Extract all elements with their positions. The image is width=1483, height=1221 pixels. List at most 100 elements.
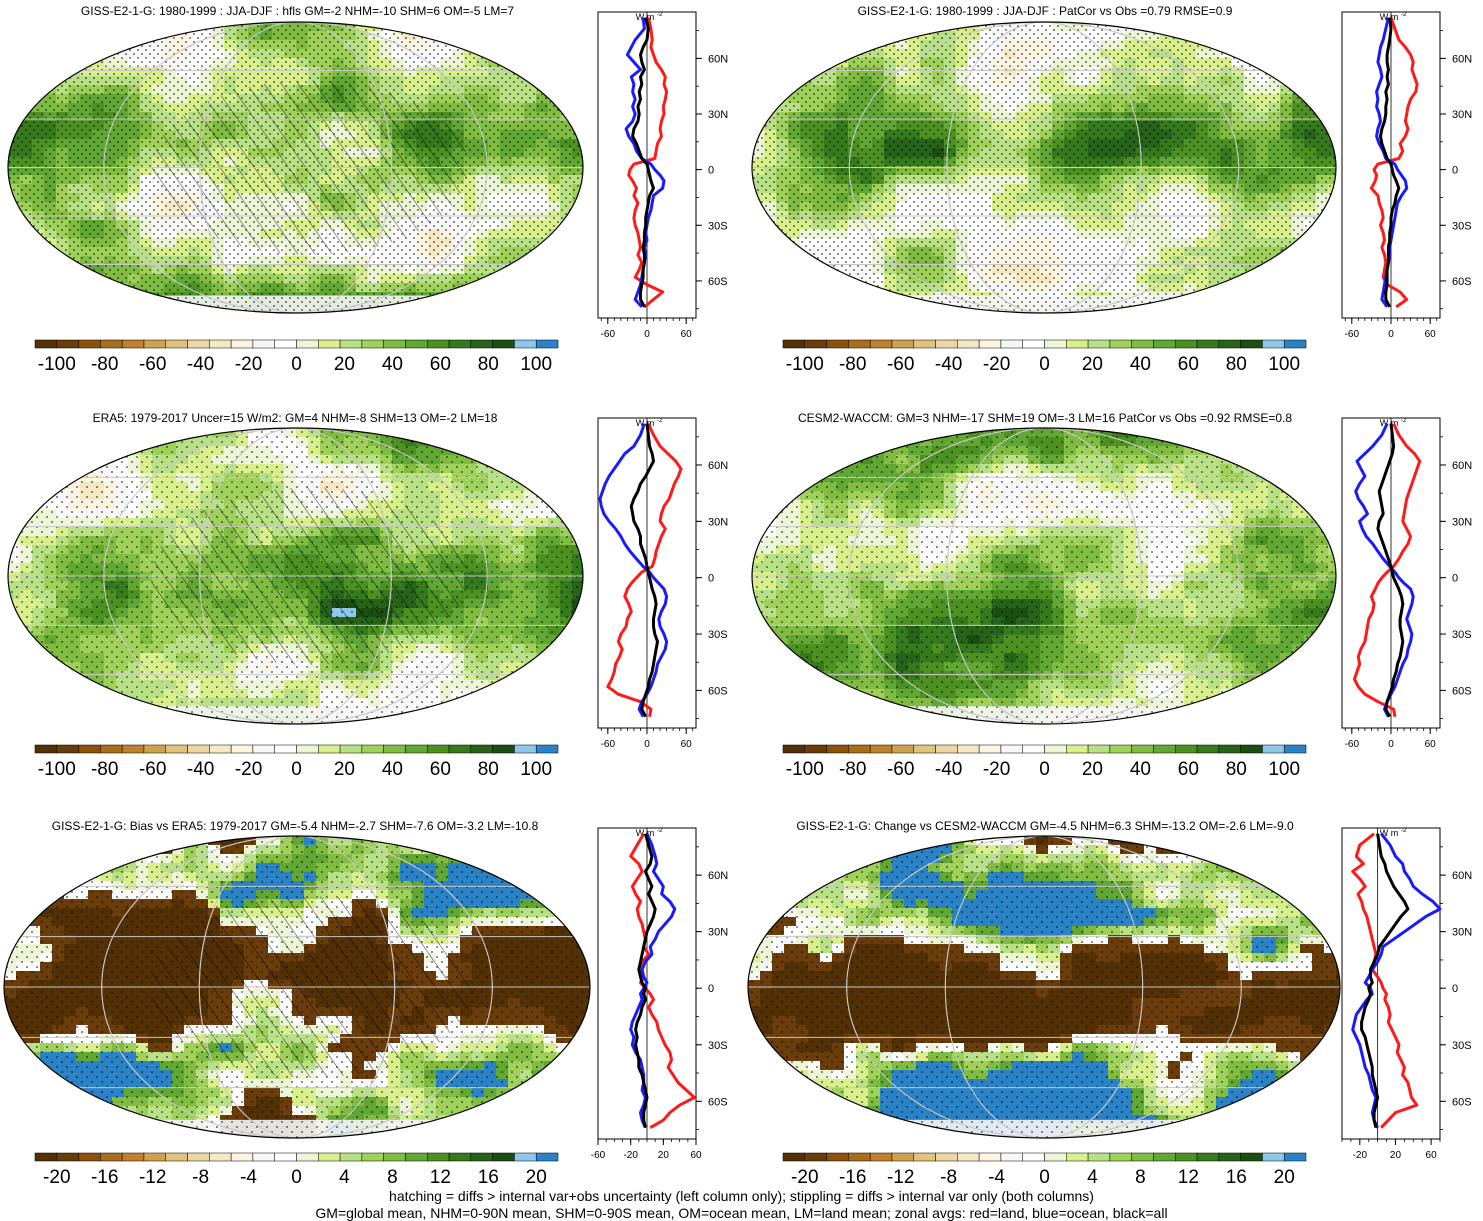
x-tick-label: 20 xyxy=(658,1150,670,1161)
colorbar-swatch xyxy=(34,339,58,349)
colorbar-tick-label: -80 xyxy=(91,354,118,375)
zonal-unit-label: W m xyxy=(636,418,655,428)
lat-tick-label: 60S xyxy=(708,685,728,697)
lat-tick-label: 0 xyxy=(708,165,714,177)
panel-title-4: CESM2-WACCM: GM=3 NHM=-17 SHM=19 OM=-3 L… xyxy=(797,411,1293,425)
colorbar-swatch xyxy=(78,339,101,349)
colorbar-tick-label: -8 xyxy=(940,1167,957,1188)
colorbar-swatch xyxy=(1131,744,1154,754)
colorbar-tick-label: -80 xyxy=(91,759,118,780)
colorbar-swatch xyxy=(535,1152,559,1162)
zonal-series-ocean xyxy=(598,423,669,718)
zonal-panel-2: W m -2 60N 30N 0 30S 60S -60 0 60 xyxy=(1341,11,1472,340)
lat-tick-label: 0 xyxy=(1452,165,1458,177)
lat-tick-label: 0 xyxy=(1452,573,1458,585)
zonal-series-land xyxy=(627,17,669,309)
colorbar-tick-label: -20 xyxy=(983,759,1010,780)
colorbar-swatch xyxy=(848,744,871,754)
panel-2: -100 -80 -60 -40 -20 0 20 40 60 80 100 W m -2 60N 30N 0… xyxy=(751,11,1472,375)
colorbar-tick-label: 8 xyxy=(1135,1167,1146,1188)
colorbar-tick-label: 60 xyxy=(430,354,451,375)
map-1 xyxy=(8,22,583,313)
zonal-series-land xyxy=(1369,17,1419,309)
colorbar-tick-label: 20 xyxy=(1082,354,1103,375)
colorbar-swatch xyxy=(1196,1152,1220,1162)
colorbar-tick-label: 0 xyxy=(1039,354,1050,375)
zonal-unit-label: W m xyxy=(1380,418,1399,428)
lat-tick-label: 0 xyxy=(1452,983,1458,995)
colorbar-swatch xyxy=(1218,339,1241,349)
colorbar-swatch xyxy=(848,1152,871,1162)
panel-3: -100 -80 -60 -40 -20 0 20 40 60 80 100 W m -2 60N 30N 0… xyxy=(7,417,728,780)
colorbar-swatch xyxy=(935,339,958,349)
zonal-unit-label: W m xyxy=(636,828,655,838)
colorbar-tick-label: 20 xyxy=(1274,1167,1295,1188)
map-outline-3 xyxy=(7,427,584,725)
colorbar-swatch xyxy=(804,744,827,754)
panel-5: -20 -16 -12 -8 -4 0 4 8 12 16 20 W m -2 60N 30N 0 30S 60S… xyxy=(3,827,728,1188)
colorbar-tick-label: -100 xyxy=(786,759,824,780)
footer-note-hatching: hatching = diffs > internal var+obs unce… xyxy=(389,1188,1094,1204)
colorbar-tick-label: 60 xyxy=(1178,759,1199,780)
colorbar-swatch xyxy=(187,744,210,754)
colorbar-swatch xyxy=(957,744,980,754)
colorbar-swatch xyxy=(296,339,319,349)
colorbar-swatch xyxy=(427,744,450,754)
colorbar-swatch xyxy=(1087,1152,1111,1162)
lat-tick-label: 60S xyxy=(1452,276,1472,288)
colorbar-swatch xyxy=(1066,744,1089,754)
colorbar-swatch xyxy=(1283,339,1307,349)
colorbar-swatch xyxy=(209,339,232,349)
zonal-panel-4: W m -2 60N 30N 0 30S 60S -60 0 60 xyxy=(1341,417,1472,750)
colorbar-swatch xyxy=(230,339,254,349)
panel-title-6: GISS-E2-1-G: Change vs CESM2-WACCM GM=-4… xyxy=(796,819,1294,833)
panel-title-2: GISS-E2-1-G: 1980-1999 : JJA-DJF : PatCo… xyxy=(857,4,1233,18)
colorbar-tick-label: 12 xyxy=(1178,1167,1199,1188)
colorbar-tick-label: 20 xyxy=(1082,759,1103,780)
colorbar-tick-label: 80 xyxy=(1226,354,1247,375)
colorbar-swatch xyxy=(339,744,363,754)
colorbar-swatch xyxy=(1109,339,1132,349)
colorbar-tick-label: 0 xyxy=(291,354,302,375)
colorbar-tick-label: 0 xyxy=(291,759,302,780)
colorbar-swatch xyxy=(34,1152,58,1162)
colorbar-swatch xyxy=(143,1152,166,1162)
colorbar-tick-label: 12 xyxy=(430,1167,451,1188)
colorbar-swatch xyxy=(209,1152,232,1162)
colorbar-tick-label: -20 xyxy=(791,1167,818,1188)
colorbar-swatch xyxy=(782,1152,806,1162)
colorbar-tick-label: 40 xyxy=(1130,354,1151,375)
colorbar-swatch xyxy=(1218,744,1241,754)
footer-note-means: GM=global mean, NHM=0-90N mean, SHM=0-90… xyxy=(315,1205,1168,1221)
lat-tick-label: 30S xyxy=(708,629,728,641)
colorbar-swatch xyxy=(318,744,341,754)
colorbar-swatch xyxy=(78,1152,101,1162)
x-tick-label: 0 xyxy=(1388,329,1394,340)
x-tick-label: -60 xyxy=(591,1150,606,1161)
lat-tick-label: 30S xyxy=(708,1040,728,1052)
colorbar-swatch xyxy=(100,744,123,754)
zonal-unit-superscript: -2 xyxy=(1401,418,1407,424)
colorbar-swatch xyxy=(826,1152,849,1162)
colorbar-swatch xyxy=(383,744,406,754)
colorbar-swatch xyxy=(913,339,936,349)
zonal-unit-label: W m xyxy=(636,12,655,22)
colorbar-swatch xyxy=(1022,339,1045,349)
colorbar-swatch xyxy=(296,744,319,754)
x-tick-label: 60 xyxy=(681,329,693,340)
colorbar-swatch xyxy=(1022,744,1045,754)
panel-title-3: ERA5: 1979-2017 Uncer=15 W/m2: GM=4 NHM=… xyxy=(92,411,498,425)
colorbar-swatch xyxy=(78,744,101,754)
colorbar-tick-label: 8 xyxy=(387,1167,398,1188)
colorbar-tick-label: -100 xyxy=(786,354,824,375)
colorbar-swatch xyxy=(165,744,188,754)
colorbar-swatch xyxy=(1000,1152,1023,1162)
x-tick-label: 60 xyxy=(1426,1150,1438,1161)
colorbar-tick-label: 100 xyxy=(1268,759,1300,780)
colorbar-swatch xyxy=(361,1152,384,1162)
lat-tick-label: 30S xyxy=(708,220,728,232)
colorbar-swatch xyxy=(470,339,493,349)
colorbar-4: -100 -80 -60 -40 -20 0 20 40 60 80 100 xyxy=(782,744,1307,780)
zonal-panel-5: W m -2 60N 30N 0 30S 60S -60 -20 20 60 xyxy=(591,827,728,1161)
colorbar-tick-label: 0 xyxy=(1039,759,1050,780)
